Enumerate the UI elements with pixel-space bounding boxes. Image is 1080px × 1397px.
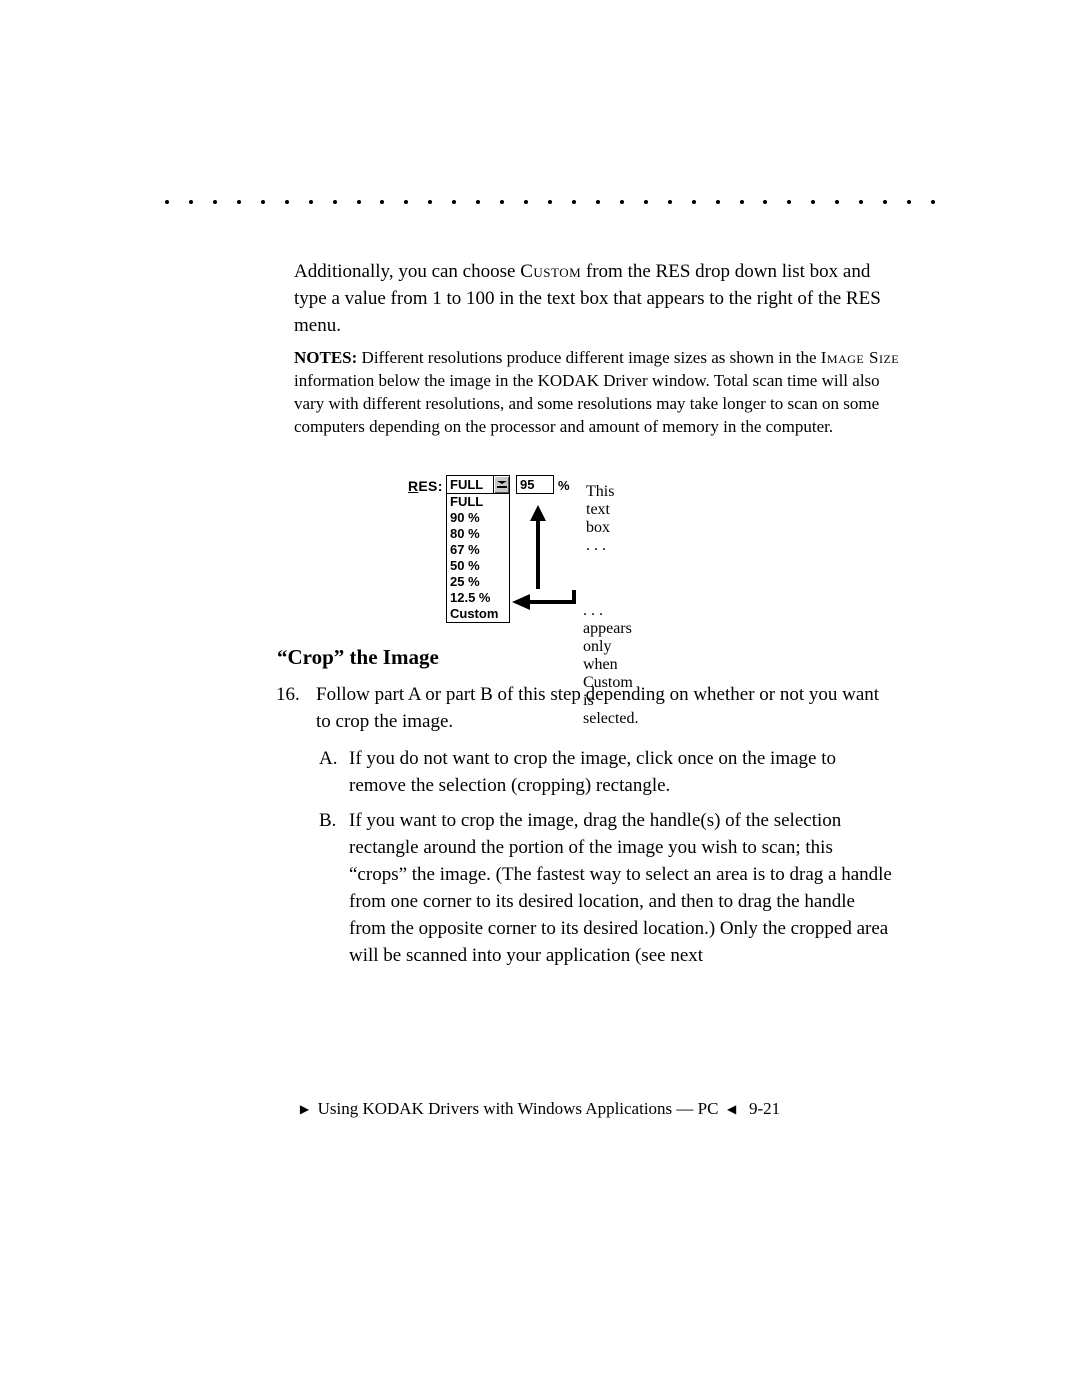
percent-label: % [558, 478, 570, 493]
substep-letter: B. [319, 807, 349, 834]
notes-text-1: Different resolutions produce different … [357, 348, 820, 367]
dotted-rule [165, 200, 935, 204]
annotation-textbox: This text box . . . [586, 483, 614, 555]
notes-paragraph: NOTES: Different resolutions produce dif… [294, 346, 902, 438]
step-number: 16. [276, 681, 316, 708]
page: Additionally, you can choose Custom from… [0, 0, 1080, 1397]
res-label: RES: [408, 478, 443, 494]
arrow-left-icon [512, 590, 576, 614]
dropdown-button[interactable] [493, 476, 509, 493]
custom-value-input[interactable]: 95 [516, 475, 554, 494]
arrow-up-icon [530, 505, 546, 595]
res-option[interactable]: 50 % [447, 558, 509, 574]
res-option[interactable]: FULL [447, 494, 509, 510]
triangle-right-icon: ▶ [300, 1102, 309, 1116]
res-option[interactable]: 80 % [447, 526, 509, 542]
substep-text: If you do not want to crop the image, cl… [349, 745, 894, 799]
notes-text-2: information below the image in the KODAK… [294, 371, 880, 436]
substep-b: B.If you want to crop the image, drag th… [319, 807, 901, 969]
res-option[interactable]: 67 % [447, 542, 509, 558]
page-number: 9-21 [749, 1099, 780, 1118]
page-footer: ▶ Using KODAK Drivers with Windows Appli… [0, 1099, 1080, 1119]
substep-text: If you want to crop the image, drag the … [349, 807, 894, 969]
triangle-left-icon: ◀ [727, 1102, 736, 1116]
custom-smallcaps: Custom [520, 261, 581, 282]
chevron-down-icon [497, 481, 507, 489]
substep-a: A.If you do not want to crop the image, … [319, 745, 899, 799]
res-selected-value: FULL [447, 476, 493, 493]
step-text: Follow part A or part B of this step dep… [316, 681, 896, 735]
res-option[interactable]: 90 % [447, 510, 509, 526]
substep-letter: A. [319, 745, 349, 772]
res-option[interactable]: 12.5 % [447, 590, 509, 606]
res-option[interactable]: Custom [447, 606, 509, 622]
res-combobox[interactable]: FULL [446, 475, 510, 494]
crop-heading: “Crop” the Image [277, 645, 439, 670]
step-16: 16.Follow part A or part B of this step … [276, 681, 901, 735]
image-size-smallcaps: Image Size [821, 348, 899, 367]
intro-paragraph: Additionally, you can choose Custom from… [294, 258, 902, 339]
notes-label: NOTES: [294, 348, 357, 367]
res-option-list[interactable]: FULL90 %80 %67 %50 %25 %12.5 %Custom [446, 494, 510, 623]
footer-title: Using KODAK Drivers with Windows Applica… [318, 1099, 719, 1118]
res-option[interactable]: 25 % [447, 574, 509, 590]
